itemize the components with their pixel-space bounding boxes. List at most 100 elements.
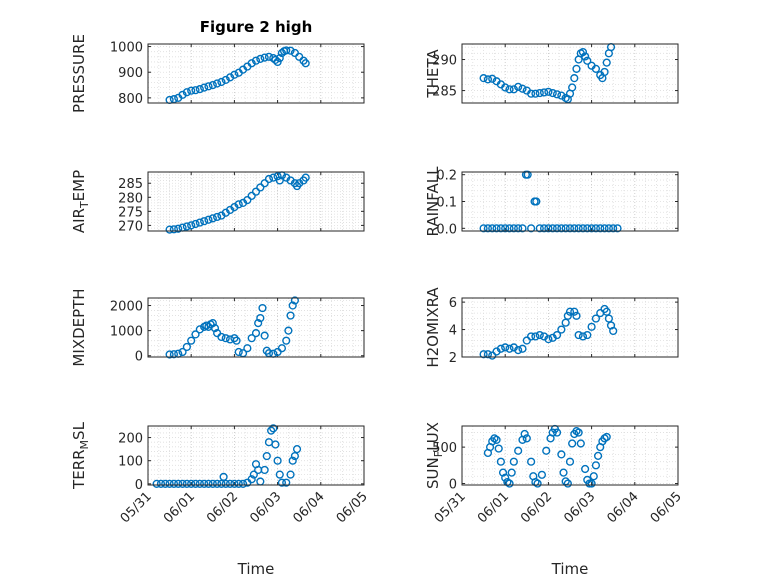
panel-4-data-point (609, 224, 618, 233)
panel-5-data-point (282, 336, 291, 345)
panel-6-data-point (574, 330, 583, 340)
panel-7-data-point (204, 479, 213, 488)
panel-7-data-point (273, 456, 282, 465)
panel-5-data-point (260, 331, 269, 340)
panel-5-data-point (195, 325, 204, 334)
panel-5-data-point (288, 301, 297, 310)
panel-8-data-point (581, 464, 590, 474)
panel-8-data-point (505, 479, 514, 488)
panel-8-data-point (576, 439, 585, 448)
panel-7-data-point (219, 472, 228, 482)
panel-8-data-point (496, 457, 505, 466)
panel-7-data-point (161, 479, 170, 488)
panel-8-data-point (520, 429, 529, 439)
panel-5-data-point (221, 334, 230, 343)
panel-7: 0 100 200 TERRMSL 05/31 06/01 06/02 06/03 06/04 0… (70, 421, 371, 578)
panel-8-data-point (514, 446, 523, 455)
panel-7-data-point (169, 479, 179, 488)
panel-8-data-point (507, 468, 516, 477)
panel-1-data-point (200, 83, 209, 92)
panel-2-data-point (552, 90, 562, 99)
panel-8-data-point (498, 468, 508, 477)
panel-7-data-point (165, 479, 174, 488)
panel-1-data-point (301, 59, 310, 68)
panel-8-xtick-label: 06/05 (648, 489, 685, 526)
panel-1-data-point (204, 82, 213, 91)
panel-3-grid (148, 171, 364, 232)
panel-8-data-point (542, 446, 551, 455)
panel-7-data-point (182, 479, 191, 488)
panel-5-data-point (230, 334, 239, 343)
panel-4-data-point (561, 224, 570, 233)
panel-1-data-point (182, 88, 191, 97)
panel-7-data-point (282, 478, 291, 487)
panel-4-data-point (523, 170, 532, 179)
panel-8-xtick-label: 06/04 (605, 489, 642, 526)
panel-2-data-point (568, 83, 577, 92)
panel-3-data-point (174, 224, 183, 233)
panel-6-data-point (578, 332, 588, 341)
panel-6-data-point (544, 335, 553, 344)
panel-8-data-point (587, 479, 596, 488)
panel-5-ylabel: MIXDEPTH (70, 288, 88, 366)
panel-3-data-point (301, 173, 310, 182)
panel-2-data-point (583, 56, 592, 65)
panel-2-data-point (570, 74, 579, 83)
panel-5-data-point (286, 311, 295, 320)
panel-8-data-point (552, 428, 562, 437)
panel-3-data-point (195, 218, 204, 227)
panel-3-data-point (234, 200, 243, 209)
panel-5-data-point (258, 303, 267, 313)
panel-7-xtick-label: 06/03 (247, 489, 284, 526)
panel-4-data-point (604, 224, 613, 233)
panel-6-data-point (527, 332, 536, 341)
panel-3-ytick-label: 285 (118, 177, 143, 192)
panel-7-axes-box (147, 425, 365, 486)
panel-2-data-point (488, 74, 497, 83)
panel-1-data-point (191, 86, 200, 95)
panel-4-ytick-label: 0.0 (436, 222, 457, 237)
panel-2-series (479, 43, 616, 104)
panel-7-data-point (260, 465, 269, 475)
panel-1-data-point (247, 59, 256, 68)
panel-3-ytick-label: 275 (118, 205, 143, 220)
panel-5-series (165, 296, 299, 359)
panel-6-data-point (557, 325, 566, 334)
panel-2-data-point (479, 74, 488, 83)
panel-3-data-point (251, 187, 261, 196)
panel-4-data-point (509, 224, 518, 233)
panel-3-data-point (204, 215, 213, 224)
panel-7-data-point (238, 479, 248, 488)
panel-5-ytick-label: 1000 (110, 325, 143, 340)
panel-8-xtick-label: 06/01 (475, 489, 512, 526)
panel-5-data-point (217, 332, 226, 342)
panel-6-data-point (483, 350, 493, 359)
panel-4-data-point (574, 224, 583, 233)
panel-1-data-point (277, 48, 287, 58)
panel-8-data-point (501, 473, 510, 482)
panel-6-data-point (565, 307, 575, 316)
panel-5-data-point (232, 336, 241, 345)
panel-1-data-point (286, 46, 295, 55)
panel-8-data-point (537, 470, 547, 479)
panel-7-data-point (187, 479, 196, 488)
panel-8-ytick-label: 500 (432, 441, 457, 456)
panel-7-xlabel: Time (237, 560, 275, 578)
panel-7-data-point (271, 440, 280, 449)
panel-4-data-point (488, 224, 497, 233)
panel-8-data-point (492, 435, 501, 444)
panel-3-data-point (247, 191, 256, 200)
panel-4-grid (462, 172, 678, 231)
panel-7-data-point (290, 451, 299, 461)
panel-1-data-point (275, 54, 284, 63)
panel-3-data-point (243, 195, 252, 205)
panel-7-data-point (234, 479, 243, 488)
panel-6-ytick-label: 4 (449, 324, 457, 339)
panel-5-data-point (247, 334, 256, 343)
panel-4-data-point (583, 224, 592, 233)
panel-1-data-point (225, 73, 235, 82)
panel-1-data-point (271, 55, 280, 65)
panel-7-data-point (195, 479, 204, 488)
